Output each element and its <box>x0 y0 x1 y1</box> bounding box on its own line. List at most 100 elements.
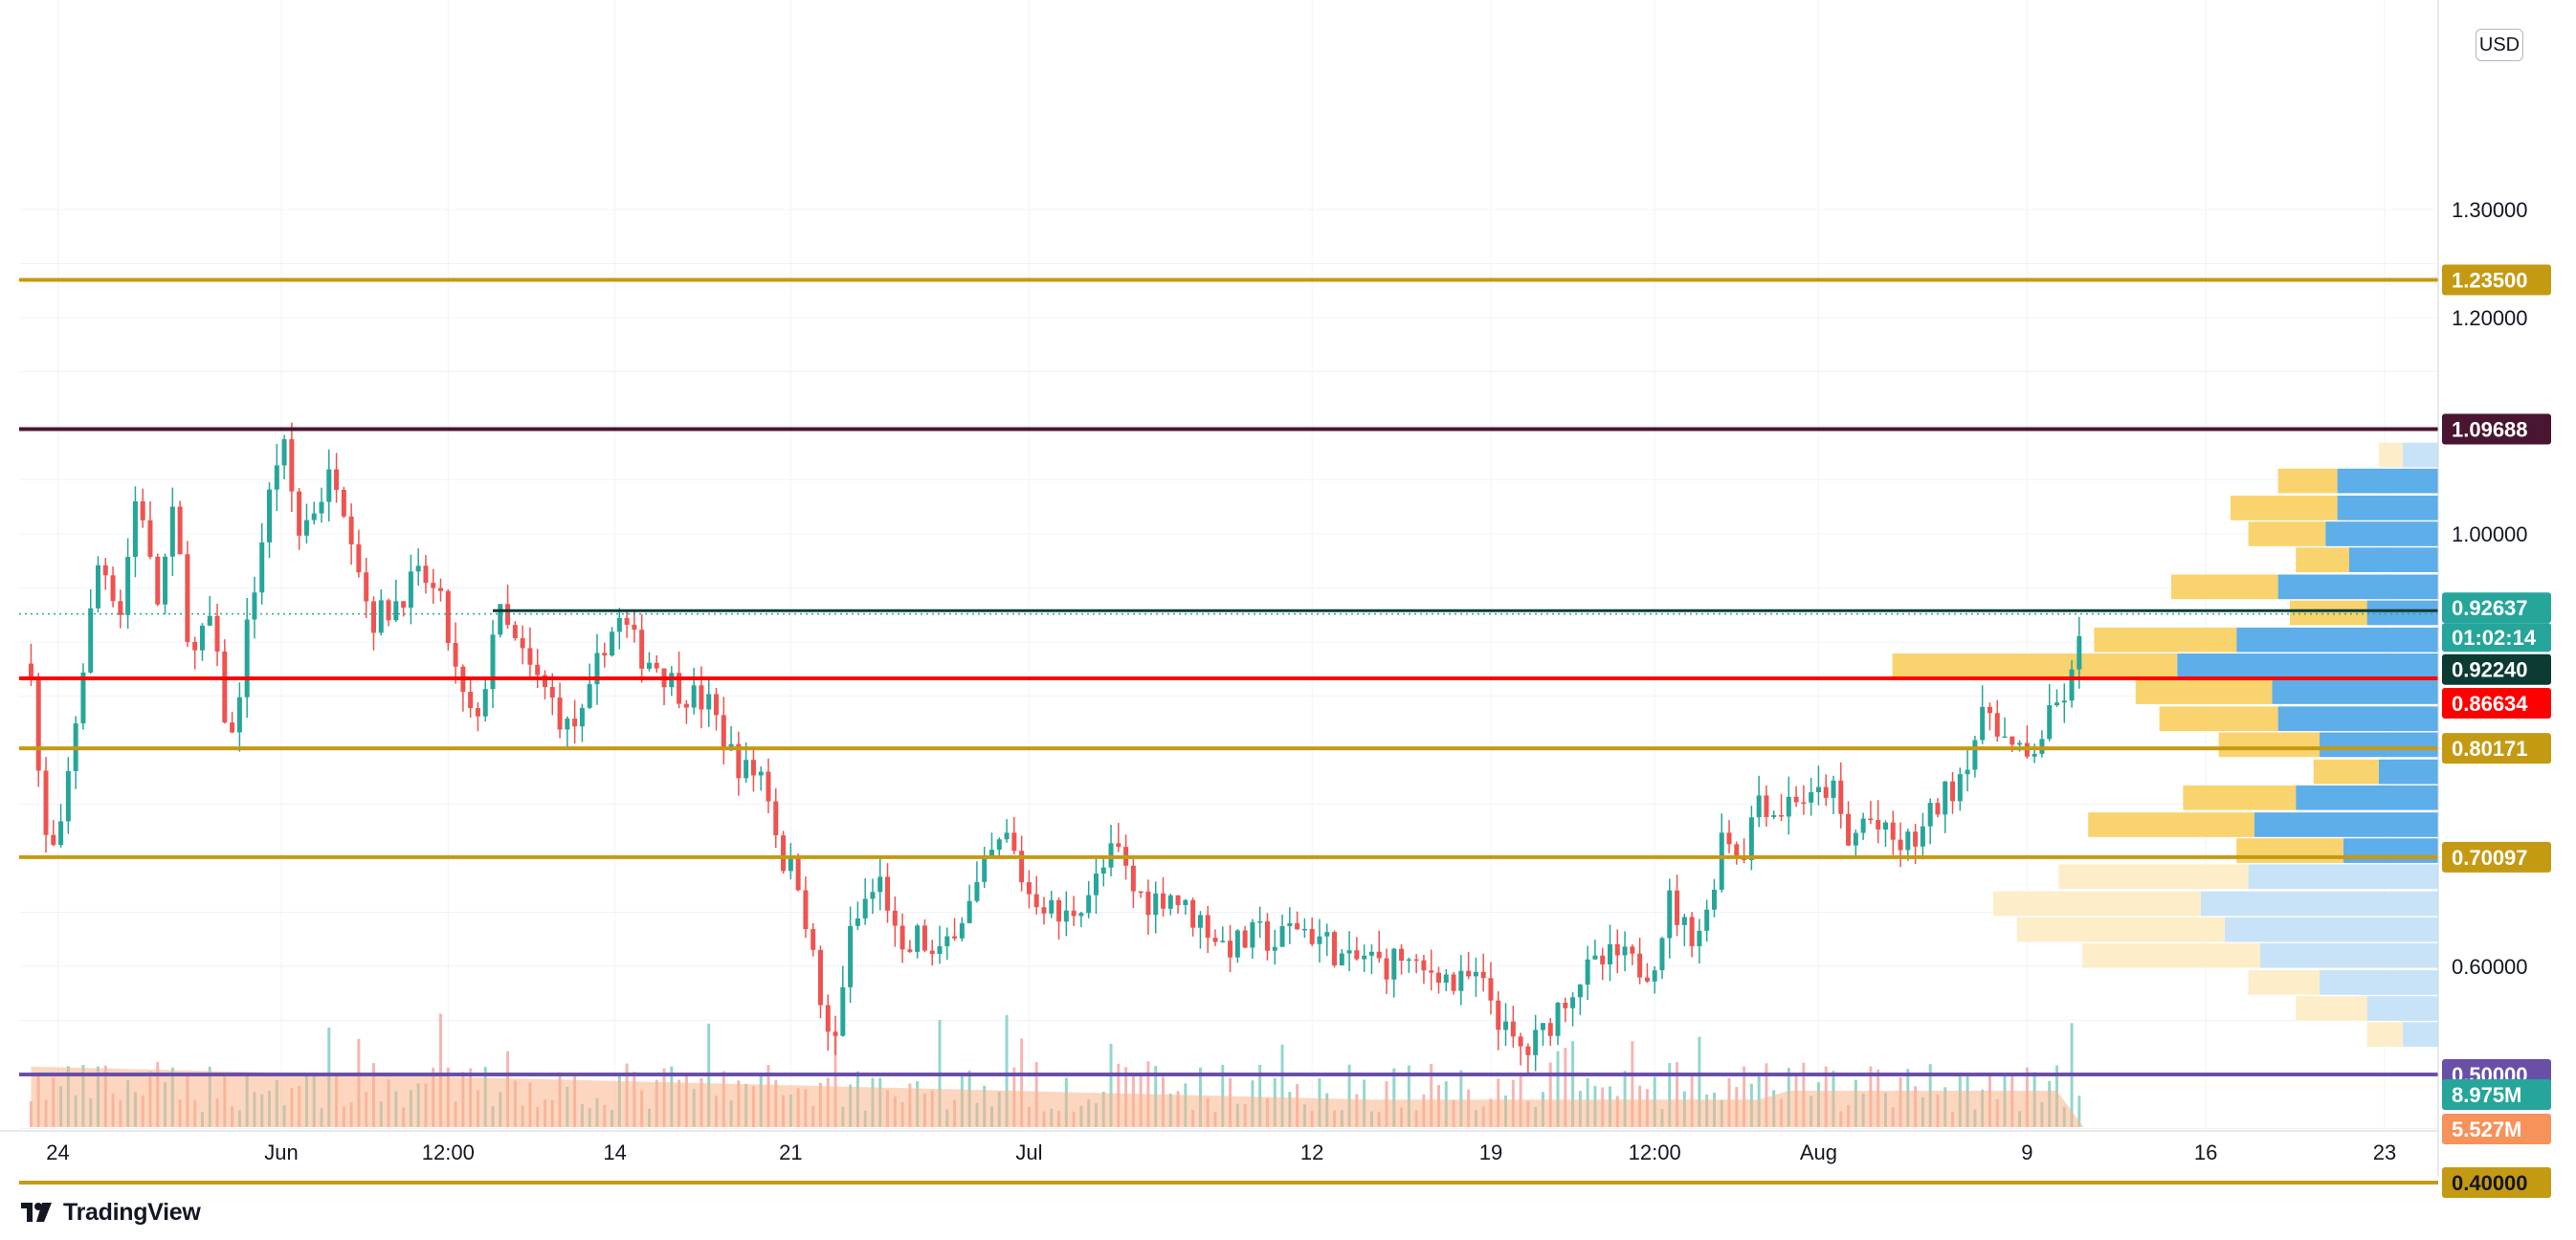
candle-body <box>401 601 407 609</box>
candle-body <box>1234 930 1240 958</box>
candle-body <box>1823 786 1829 798</box>
candle-body <box>1518 1036 1523 1047</box>
candle-body <box>341 489 346 517</box>
candle-body <box>974 881 980 901</box>
candle-body <box>788 856 793 872</box>
candle-body <box>1399 948 1405 962</box>
profile-bar-buy <box>2337 468 2438 494</box>
candle-body <box>445 590 451 644</box>
candle-body <box>297 491 302 536</box>
volume-bar <box>1430 1063 1433 1127</box>
profile-bar-sell <box>2366 1022 2403 1048</box>
candle-body <box>1779 814 1785 817</box>
volume-bar <box>1109 1043 1113 1127</box>
candle-body <box>721 715 726 751</box>
candle-body <box>482 689 488 717</box>
x-tick-label: 24 <box>46 1140 69 1164</box>
candle-body <box>1161 893 1166 909</box>
candle-body <box>319 501 324 514</box>
candle-body <box>1838 780 1844 814</box>
profile-bar-sell <box>2248 521 2326 546</box>
candle-body <box>542 675 547 688</box>
profile-bar-buy <box>2366 996 2438 1021</box>
candle-body <box>616 617 622 632</box>
candle-body <box>512 625 518 639</box>
profile-bar-buy <box>2177 653 2438 678</box>
candle-body <box>535 664 541 675</box>
candle-body <box>988 850 994 857</box>
candle-body <box>65 770 71 822</box>
profile-bar-sell <box>2082 942 2260 968</box>
profile-bar-buy <box>2366 600 2438 626</box>
candle-body <box>1711 889 1717 910</box>
candle-body <box>1466 970 1472 977</box>
volume-bar <box>1668 1063 1672 1127</box>
level-label-box <box>2442 592 2551 624</box>
volume-bar <box>1020 1038 1024 1127</box>
candle-body <box>870 892 876 899</box>
candle-body <box>1197 915 1203 928</box>
profile-bar-buy <box>2320 970 2438 995</box>
candle-body <box>966 900 972 923</box>
candle-body <box>565 719 570 730</box>
candle-body <box>326 469 332 502</box>
volume-bar <box>1005 1014 1009 1127</box>
candle-body <box>1950 781 1956 802</box>
candle-body <box>1622 946 1628 956</box>
candle-body <box>1435 972 1441 984</box>
candle-body <box>1175 895 1181 905</box>
candle-body <box>825 1005 831 1032</box>
x-tick-label: 23 <box>2373 1140 2396 1164</box>
profile-bar-sell <box>2231 496 2338 520</box>
currency-button[interactable]: USD <box>2476 29 2523 61</box>
candle-body <box>744 760 749 779</box>
candle-body <box>177 506 183 555</box>
profile-bar-buy <box>2402 442 2438 468</box>
candle-body <box>877 876 883 893</box>
candle-body <box>907 949 913 952</box>
candle-body <box>163 556 168 605</box>
candle-body <box>1764 795 1769 817</box>
profile-bar-sell <box>1892 653 2178 678</box>
candle-body <box>1771 814 1777 817</box>
candle-body <box>1913 831 1919 847</box>
candle-body <box>1972 740 1978 770</box>
candle-body <box>1570 997 1576 1008</box>
candle-body <box>572 719 578 727</box>
candle-body <box>1935 803 1941 815</box>
x-tick-label: 19 <box>1479 1140 1502 1164</box>
candle-body <box>1116 843 1121 848</box>
candle-body <box>348 516 354 544</box>
profile-bar-sell <box>1993 891 2201 917</box>
candle-body <box>267 489 273 542</box>
candle-body <box>96 565 101 609</box>
candle-body <box>1510 1021 1516 1037</box>
y-tick-label: 0.60000 <box>2452 955 2528 979</box>
candle-body <box>1704 909 1710 931</box>
candle-body <box>1100 867 1106 874</box>
candle-body <box>1287 922 1293 926</box>
candle-body <box>750 760 756 776</box>
candle-body <box>1339 953 1344 965</box>
candle-body <box>1488 978 1494 1001</box>
candle-body <box>646 662 652 669</box>
candle-body <box>1317 936 1322 944</box>
candle-body <box>408 571 413 609</box>
candle-body <box>1145 891 1151 916</box>
level-label: 0.92637 <box>2452 596 2528 620</box>
candle-body <box>632 624 637 631</box>
candle-body <box>1756 795 1762 818</box>
candle-body <box>736 743 742 779</box>
candle-body <box>1831 780 1836 798</box>
candle-body <box>80 672 86 724</box>
candle-body <box>490 634 496 690</box>
candle-body <box>1689 917 1695 946</box>
candle-body <box>88 608 94 673</box>
candle-body <box>1228 941 1233 958</box>
candle-body <box>1413 959 1419 962</box>
y-tick-label: 1.20000 <box>2452 306 2528 330</box>
profile-bar-buy <box>2277 574 2438 600</box>
profile-bar-buy <box>2224 917 2438 942</box>
volume-bar <box>1280 1044 1284 1127</box>
